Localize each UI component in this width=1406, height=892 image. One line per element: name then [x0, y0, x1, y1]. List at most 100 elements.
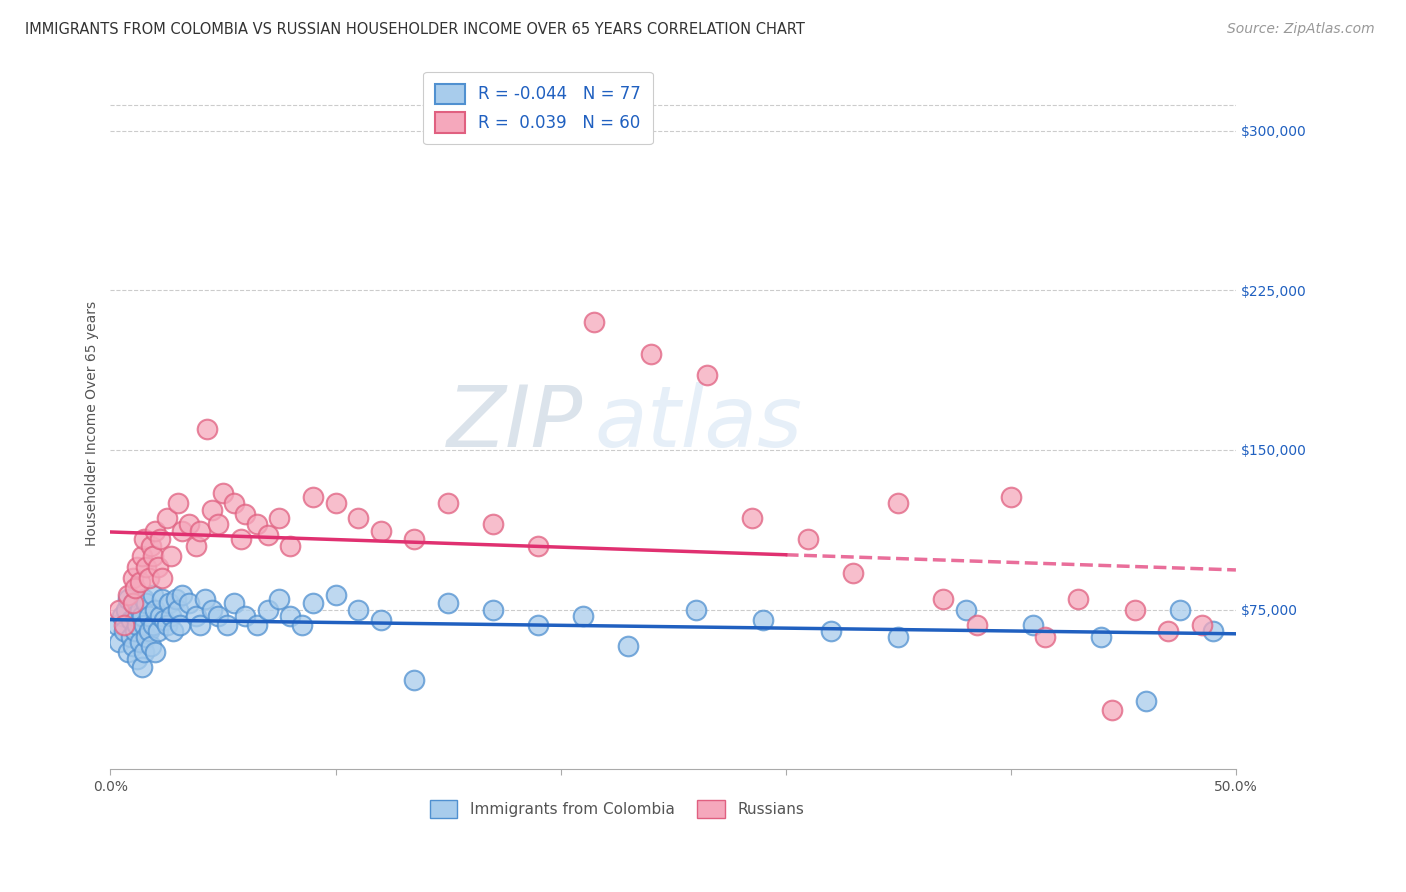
- Point: [135, 560, 157, 574]
- Text: Source: ZipAtlas.com: Source: ZipAtlas.com: [1227, 22, 1375, 37]
- Point: [115, 602, 138, 616]
- Point: [1191, 617, 1213, 632]
- Point: [302, 490, 325, 504]
- Point: [167, 602, 190, 616]
- Point: [1123, 602, 1146, 616]
- Point: [162, 624, 184, 638]
- Point: [172, 588, 194, 602]
- Point: [482, 602, 505, 616]
- Point: [145, 524, 167, 538]
- Point: [224, 496, 246, 510]
- Point: [235, 609, 257, 624]
- Point: [117, 588, 139, 602]
- Point: [131, 609, 153, 624]
- Point: [246, 517, 269, 532]
- Point: [135, 630, 157, 644]
- Point: [404, 673, 426, 687]
- Point: [235, 507, 257, 521]
- Point: [195, 422, 218, 436]
- Point: [201, 602, 224, 616]
- Point: [142, 617, 165, 632]
- Point: [124, 609, 146, 624]
- Point: [1101, 703, 1123, 717]
- Point: [156, 511, 179, 525]
- Point: [583, 315, 606, 329]
- Point: [184, 539, 207, 553]
- Point: [153, 613, 176, 627]
- Point: [138, 571, 160, 585]
- Point: [138, 609, 160, 624]
- Point: [820, 624, 842, 638]
- Point: [157, 596, 180, 610]
- Point: [325, 588, 347, 602]
- Point: [122, 596, 145, 610]
- Point: [127, 617, 149, 632]
- Point: [146, 624, 169, 638]
- Point: [139, 539, 162, 553]
- Point: [179, 596, 201, 610]
- Point: [291, 617, 314, 632]
- Point: [887, 630, 910, 644]
- Point: [955, 602, 977, 616]
- Point: [1000, 490, 1022, 504]
- Point: [160, 609, 183, 624]
- Legend: Immigrants from Colombia, Russians: Immigrants from Colombia, Russians: [423, 794, 810, 824]
- Point: [117, 592, 139, 607]
- Point: [124, 582, 146, 596]
- Point: [149, 609, 172, 624]
- Point: [145, 645, 167, 659]
- Point: [135, 596, 157, 610]
- Point: [149, 533, 172, 547]
- Text: IMMIGRANTS FROM COLOMBIA VS RUSSIAN HOUSEHOLDER INCOME OVER 65 YEARS CORRELATION: IMMIGRANTS FROM COLOMBIA VS RUSSIAN HOUS…: [25, 22, 806, 37]
- Point: [887, 496, 910, 510]
- Point: [572, 609, 595, 624]
- Point: [111, 609, 134, 624]
- Point: [138, 624, 160, 638]
- Point: [179, 517, 201, 532]
- Point: [1067, 592, 1090, 607]
- Point: [142, 549, 165, 564]
- Point: [105, 617, 128, 632]
- Point: [527, 617, 550, 632]
- Point: [797, 533, 820, 547]
- Point: [201, 502, 224, 516]
- Point: [280, 609, 302, 624]
- Point: [325, 496, 347, 510]
- Point: [842, 566, 865, 581]
- Point: [117, 645, 139, 659]
- Point: [752, 613, 775, 627]
- Point: [160, 549, 183, 564]
- Point: [932, 592, 955, 607]
- Point: [437, 596, 460, 610]
- Point: [190, 524, 212, 538]
- Point: [370, 613, 392, 627]
- Point: [741, 511, 763, 525]
- Point: [142, 588, 165, 602]
- Point: [966, 617, 988, 632]
- Point: [146, 560, 169, 574]
- Point: [229, 533, 252, 547]
- Point: [212, 485, 235, 500]
- Point: [347, 602, 370, 616]
- Point: [1202, 624, 1225, 638]
- Point: [134, 645, 156, 659]
- Point: [145, 602, 167, 616]
- Point: [128, 602, 150, 616]
- Point: [257, 528, 280, 542]
- Point: [131, 660, 153, 674]
- Point: [184, 609, 207, 624]
- Point: [224, 596, 246, 610]
- Point: [108, 634, 131, 648]
- Point: [640, 347, 662, 361]
- Point: [1022, 617, 1045, 632]
- Point: [482, 517, 505, 532]
- Point: [190, 617, 212, 632]
- Point: [150, 592, 173, 607]
- Point: [207, 609, 229, 624]
- Y-axis label: Householder Income Over 65 years: Householder Income Over 65 years: [86, 301, 100, 546]
- Point: [139, 639, 162, 653]
- Point: [128, 634, 150, 648]
- Point: [172, 524, 194, 538]
- Point: [134, 617, 156, 632]
- Point: [128, 574, 150, 589]
